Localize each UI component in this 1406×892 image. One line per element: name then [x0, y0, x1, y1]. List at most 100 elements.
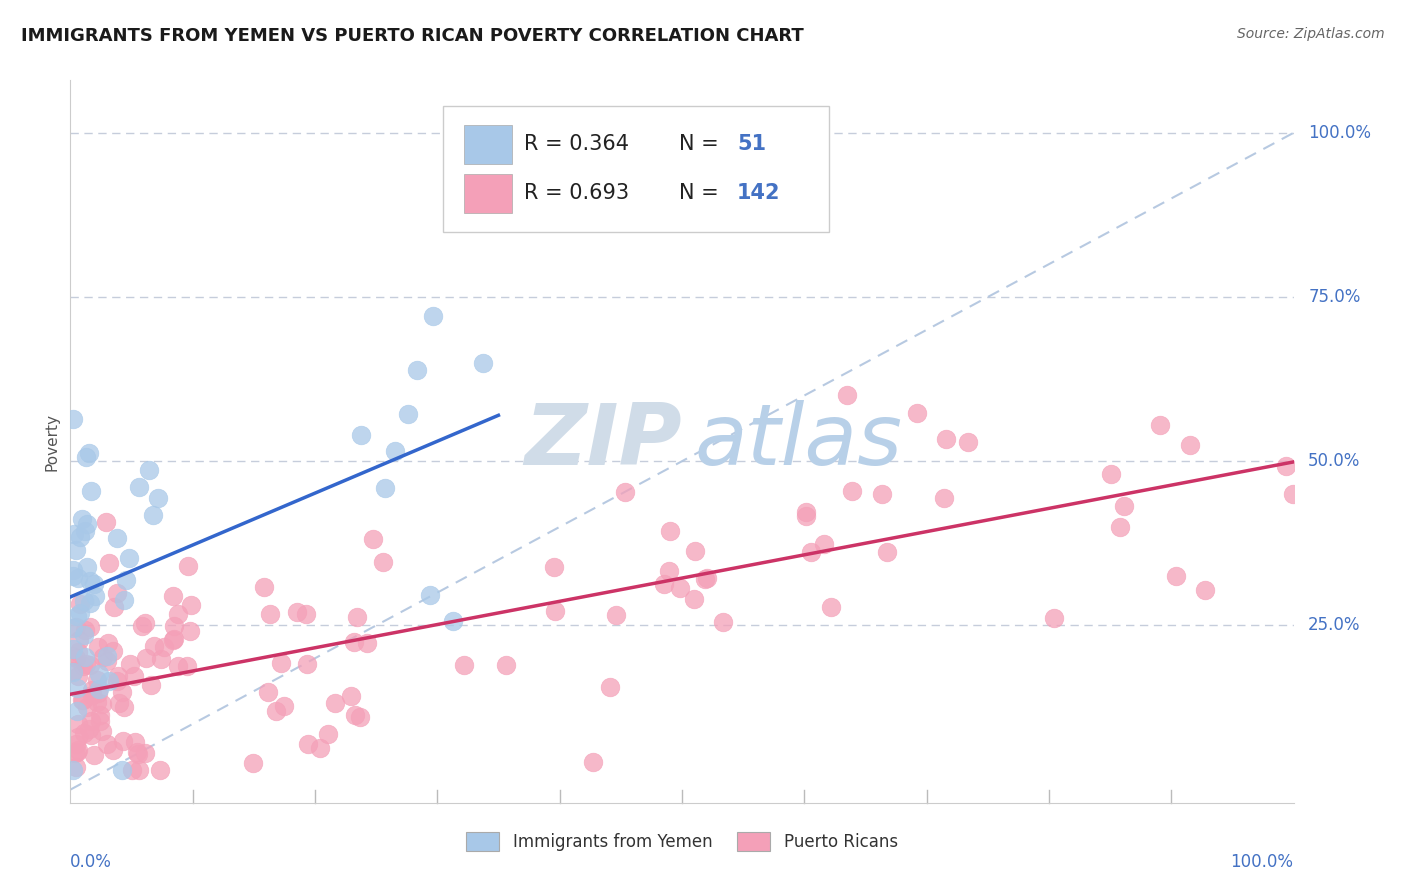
Point	[90, 724, 112, 739]
Point	[683, 544, 706, 558]
Point	[124, 735, 146, 749]
Point	[111, 734, 134, 748]
Point	[841, 483, 863, 498]
Point	[62, 621, 84, 635]
Point	[356, 636, 378, 650]
Point	[297, 737, 319, 751]
Text: ZIP: ZIP	[524, 400, 682, 483]
Point	[127, 745, 149, 759]
Point	[105, 586, 128, 600]
Point	[62, 665, 84, 679]
Text: N =: N =	[679, 184, 725, 203]
Point	[800, 545, 823, 559]
Point	[66, 681, 89, 695]
Point	[495, 657, 517, 672]
Point	[176, 558, 198, 573]
Point	[1149, 417, 1171, 432]
Point	[62, 412, 84, 426]
Point	[349, 710, 371, 724]
Point	[134, 615, 156, 630]
Text: N =: N =	[679, 134, 725, 154]
Point	[295, 607, 318, 622]
Point	[405, 363, 427, 377]
Text: 0.0%: 0.0%	[70, 854, 112, 871]
Point	[309, 740, 332, 755]
Point	[67, 645, 90, 659]
Text: 50.0%: 50.0%	[1308, 452, 1361, 470]
Point	[695, 572, 717, 586]
Point	[67, 730, 90, 744]
Point	[813, 537, 835, 551]
Point	[340, 690, 363, 704]
Point	[256, 685, 278, 699]
Point	[79, 574, 101, 589]
Point	[83, 577, 105, 591]
Point	[83, 747, 105, 762]
Point	[66, 608, 89, 623]
Point	[96, 737, 118, 751]
Point	[835, 388, 858, 402]
Point	[67, 571, 90, 585]
Point	[73, 627, 96, 641]
Point	[62, 648, 84, 663]
Point	[134, 746, 156, 760]
Point	[93, 650, 115, 665]
Point	[73, 594, 96, 608]
Point	[120, 657, 142, 672]
Text: IMMIGRANTS FROM YEMEN VS PUERTO RICAN POVERTY CORRELATION CHART: IMMIGRANTS FROM YEMEN VS PUERTO RICAN PO…	[21, 27, 804, 45]
Point	[97, 636, 120, 650]
Point	[82, 682, 104, 697]
Point	[614, 484, 637, 499]
FancyBboxPatch shape	[464, 125, 512, 163]
Point	[143, 639, 166, 653]
Point	[820, 600, 842, 615]
Text: atlas: atlas	[695, 400, 903, 483]
Point	[83, 589, 105, 603]
Point	[86, 695, 108, 709]
Point	[72, 512, 94, 526]
Point	[599, 680, 621, 694]
Point	[605, 607, 627, 622]
Point	[128, 763, 150, 777]
Point	[242, 756, 264, 770]
Point	[103, 599, 125, 614]
Point	[471, 356, 494, 370]
Point	[79, 658, 101, 673]
Legend: Immigrants from Yemen, Puerto Ricans: Immigrants from Yemen, Puerto Ricans	[457, 823, 907, 860]
Point	[66, 746, 89, 760]
Point	[75, 657, 97, 672]
Point	[79, 714, 101, 728]
Point	[371, 555, 394, 569]
Point	[658, 564, 681, 578]
Point	[176, 658, 198, 673]
Point	[297, 657, 319, 672]
Point	[76, 516, 98, 531]
Point	[1042, 611, 1064, 625]
Point	[1275, 459, 1298, 474]
Point	[80, 484, 103, 499]
Point	[67, 632, 90, 647]
Point	[659, 524, 682, 538]
Text: 100.0%: 100.0%	[1308, 124, 1371, 142]
Point	[141, 678, 163, 692]
Point	[396, 407, 419, 421]
Point	[343, 635, 366, 649]
Point	[374, 481, 396, 495]
Point	[63, 746, 86, 760]
Point	[264, 704, 287, 718]
Point	[62, 569, 84, 583]
Point	[162, 632, 184, 647]
Point	[97, 673, 120, 688]
Point	[323, 696, 346, 710]
Point	[105, 531, 128, 545]
Point	[79, 596, 101, 610]
Point	[107, 669, 129, 683]
Point	[711, 615, 734, 629]
Point	[111, 763, 134, 777]
Point	[180, 598, 202, 612]
Point	[80, 728, 103, 742]
Point	[270, 656, 292, 670]
Point	[76, 700, 98, 714]
Point	[65, 620, 87, 634]
Text: 25.0%: 25.0%	[1308, 616, 1361, 634]
